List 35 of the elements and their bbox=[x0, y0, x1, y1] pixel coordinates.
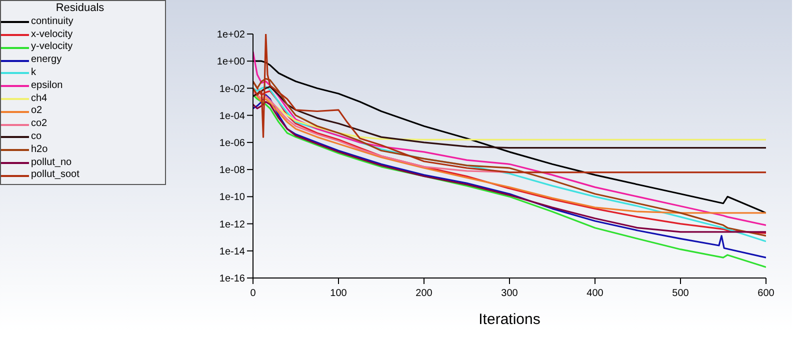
legend-label: energy bbox=[31, 54, 62, 67]
legend-label: h2o bbox=[31, 144, 48, 157]
x-tick-label: 500 bbox=[672, 288, 690, 299]
legend-label: pollut_no bbox=[31, 156, 72, 170]
legend-label: o2 bbox=[31, 105, 42, 118]
legend-title: Residuals bbox=[54, 2, 106, 15]
y-tick-label: 1e-12 bbox=[219, 219, 246, 230]
y-tick-label: 1e-06 bbox=[219, 138, 246, 149]
legend-label: pollut_soot bbox=[31, 169, 80, 182]
x-tick-label: 0 bbox=[250, 288, 256, 299]
line-series bbox=[253, 90, 766, 214]
x-axis-title: Iterations bbox=[478, 311, 540, 328]
legend-label: x-velocity bbox=[31, 28, 73, 42]
x-tick-label: 600 bbox=[758, 288, 775, 299]
y-tick-label: 1e+02 bbox=[216, 30, 246, 41]
x-tick-label: 300 bbox=[501, 288, 518, 299]
y-tick-label: 1e+00 bbox=[216, 56, 246, 68]
line-series bbox=[253, 34, 766, 174]
y-tick-label: 1e-14 bbox=[219, 246, 246, 258]
legend-label: epsilon bbox=[31, 80, 63, 93]
y-tick-label: 1e-10 bbox=[219, 192, 246, 204]
y-tick-label: 1e-08 bbox=[219, 165, 246, 176]
y-tick-label: 1e-02 bbox=[219, 84, 246, 95]
x-tick-label: 400 bbox=[586, 288, 604, 299]
legend-label: co bbox=[31, 130, 42, 144]
y-tick-label: 1e-04 bbox=[219, 110, 246, 122]
line-series bbox=[253, 86, 766, 149]
x-tick-label: 200 bbox=[416, 288, 433, 299]
y-tick-label: 1e-16 bbox=[219, 274, 246, 285]
legend-label: continuity bbox=[31, 16, 74, 29]
x-tick-label: 100 bbox=[330, 288, 348, 299]
legend-label: k bbox=[31, 66, 36, 80]
legend-label: co2 bbox=[31, 118, 48, 131]
legend-label: y-velocity bbox=[31, 41, 73, 54]
legend-label: ch4 bbox=[31, 92, 48, 106]
